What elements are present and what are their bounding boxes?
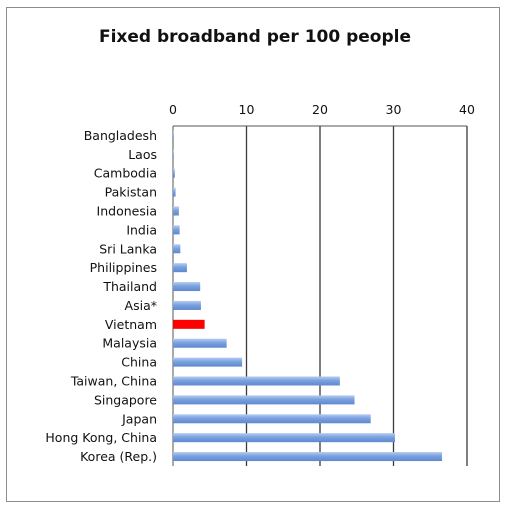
bar: [173, 338, 227, 348]
bar: [173, 395, 355, 405]
category-label: Hong Kong, China: [45, 430, 157, 445]
category-label: Japan: [121, 411, 157, 426]
x-tick-labels: 0 10 20 30 40: [169, 102, 475, 117]
category-label: Sri Lanka: [99, 241, 157, 256]
category-label: Korea (Rep.): [80, 449, 157, 464]
category-label: Laos: [128, 147, 157, 162]
category-label: Taiwan, China: [70, 374, 157, 389]
bars: [173, 130, 443, 462]
category-label: Thailand: [102, 279, 157, 294]
category-label: Indonesia: [97, 204, 157, 219]
bar: [173, 300, 201, 310]
bar: [173, 187, 176, 197]
bar: [173, 357, 243, 367]
category-label: Pakistan: [105, 185, 157, 200]
bar: [173, 263, 187, 273]
x-tick-label: 10: [239, 102, 255, 117]
category-label: Cambodia: [94, 166, 157, 181]
category-label: Philippines: [90, 260, 157, 275]
bar: [173, 130, 174, 140]
bar: [173, 414, 371, 424]
bar: [173, 282, 201, 292]
x-tick-label: 30: [386, 102, 402, 117]
x-tick-label: 20: [312, 102, 328, 117]
category-label: Bangladesh: [84, 128, 157, 143]
bar: [173, 206, 179, 216]
grid-lines: [172, 125, 468, 466]
bar: [173, 149, 174, 159]
category-label: India: [126, 222, 157, 237]
x-tick-label: 0: [169, 102, 177, 117]
bar: [173, 376, 340, 386]
category-label: Malaysia: [102, 336, 157, 351]
chart-title: Fixed broadband per 100 people: [98, 27, 412, 47]
x-tick-label: 40: [459, 102, 475, 117]
bar: [173, 452, 443, 462]
category-labels: Bangladesh Laos Cambodia Pakistan Indonesia I…: [45, 128, 157, 464]
bar: [173, 433, 395, 443]
bar: [173, 244, 181, 254]
category-label: Vietnam: [105, 317, 157, 332]
bar: [173, 319, 205, 329]
bar: [173, 225, 180, 235]
bar: [173, 168, 175, 178]
category-label: Asia*: [125, 298, 157, 313]
category-label: Singapore: [94, 392, 157, 407]
category-label: China: [121, 355, 157, 370]
